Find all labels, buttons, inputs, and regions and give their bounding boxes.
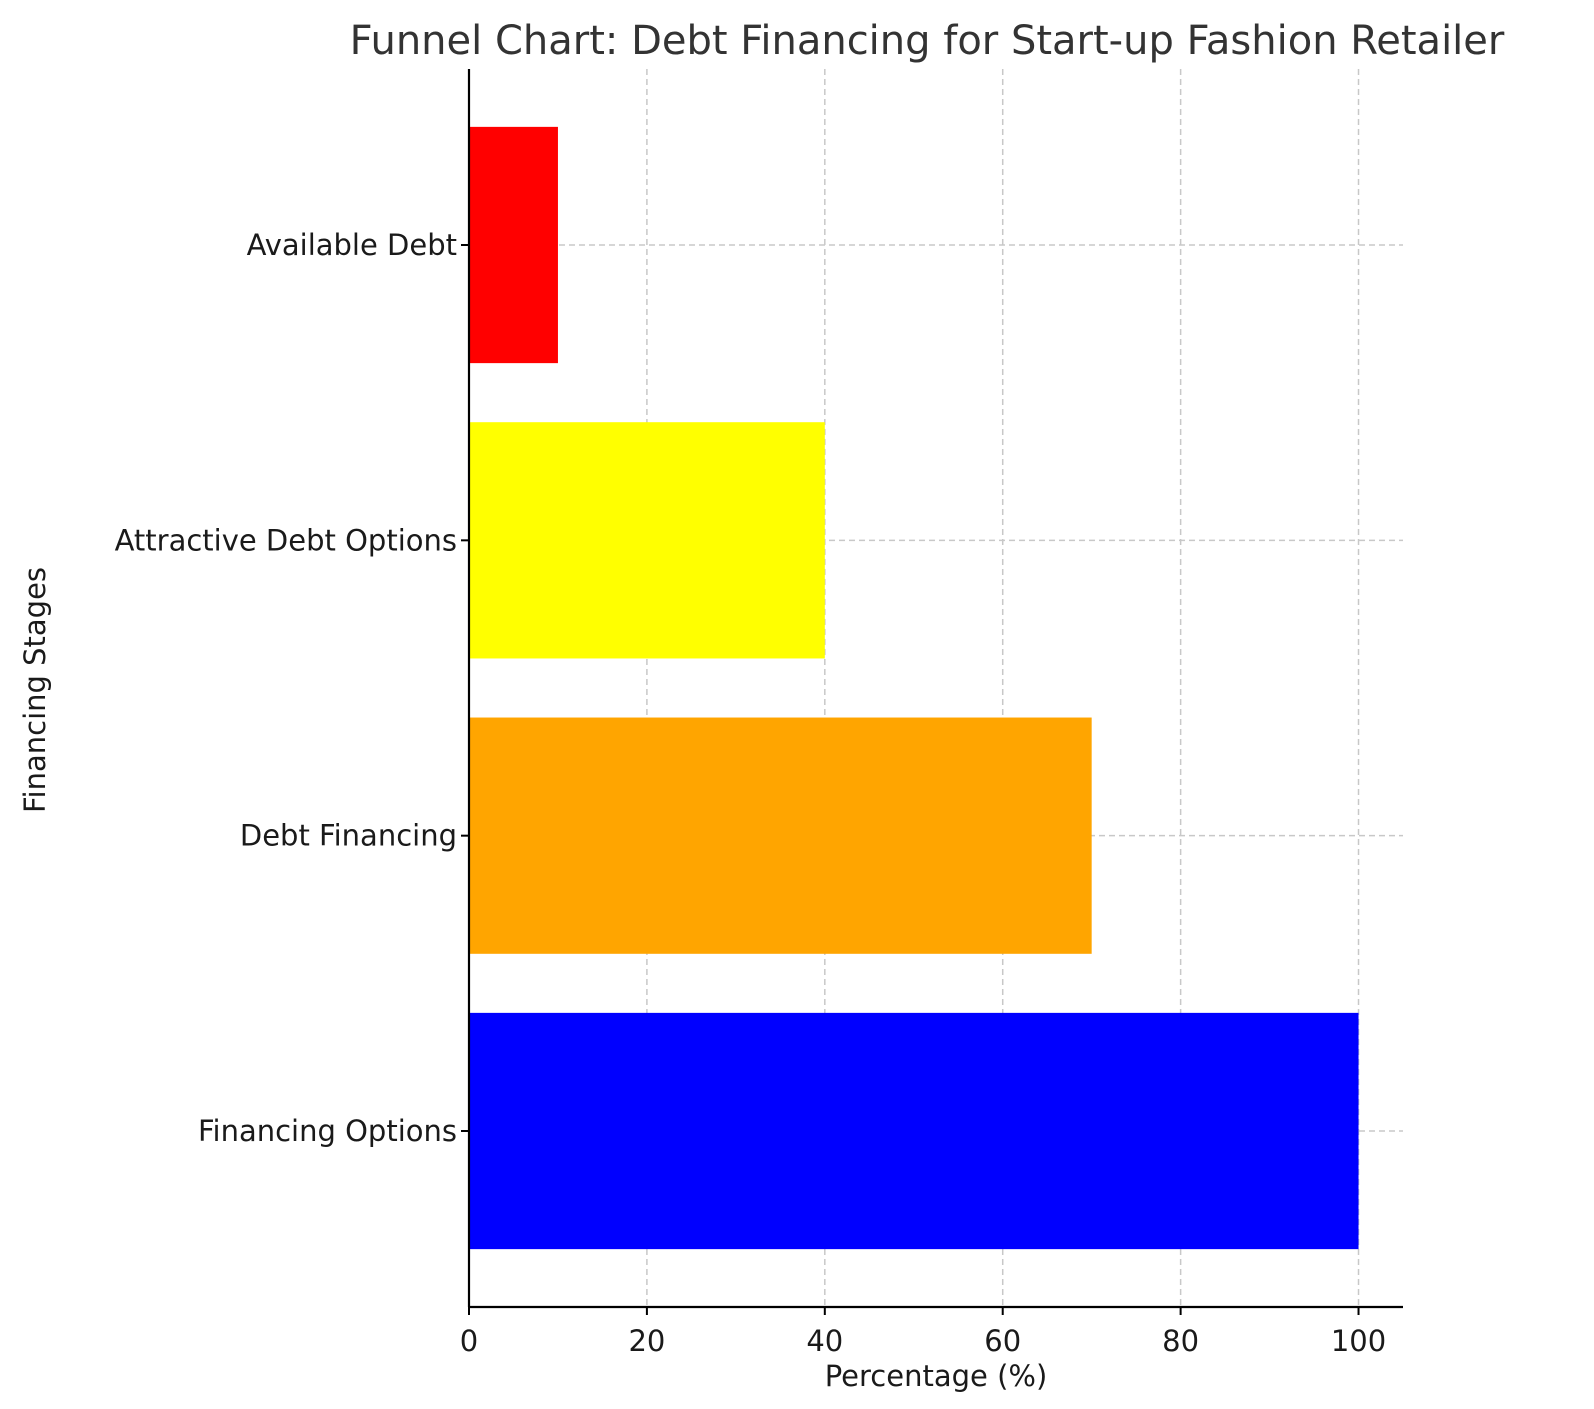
x-tick-label: 20 xyxy=(628,1324,665,1358)
y-tick-label: Debt Financing xyxy=(240,819,457,853)
bars xyxy=(469,126,1359,1250)
x-tick-label: 60 xyxy=(984,1324,1021,1358)
bar-financing-options xyxy=(469,1012,1359,1250)
y-axis-label: Financing Stages xyxy=(18,567,52,813)
chart-title: Funnel Chart: Debt Financing for Start-u… xyxy=(350,18,1505,64)
y-axis-ticks: Financing Options Debt Financing Attractiv… xyxy=(115,228,469,1148)
x-axis-ticks: 0 20 40 60 80 100 xyxy=(460,1307,1386,1358)
x-axis-label: Percentage (%) xyxy=(825,1359,1048,1393)
x-tick-label: 80 xyxy=(1162,1324,1199,1358)
y-tick-label: Attractive Debt Options xyxy=(115,523,457,557)
axes xyxy=(467,69,1403,1309)
bar-debt-financing xyxy=(469,717,1092,954)
y-tick-label: Financing Options xyxy=(198,1114,457,1148)
x-tick-label: 0 xyxy=(460,1324,478,1358)
x-tick-label: 40 xyxy=(806,1324,843,1358)
y-tick-label: Available Debt xyxy=(247,228,457,262)
bar-attractive-debt-options xyxy=(469,422,825,659)
x-tick-label: 100 xyxy=(1331,1324,1386,1358)
bar-available-debt xyxy=(469,126,558,364)
